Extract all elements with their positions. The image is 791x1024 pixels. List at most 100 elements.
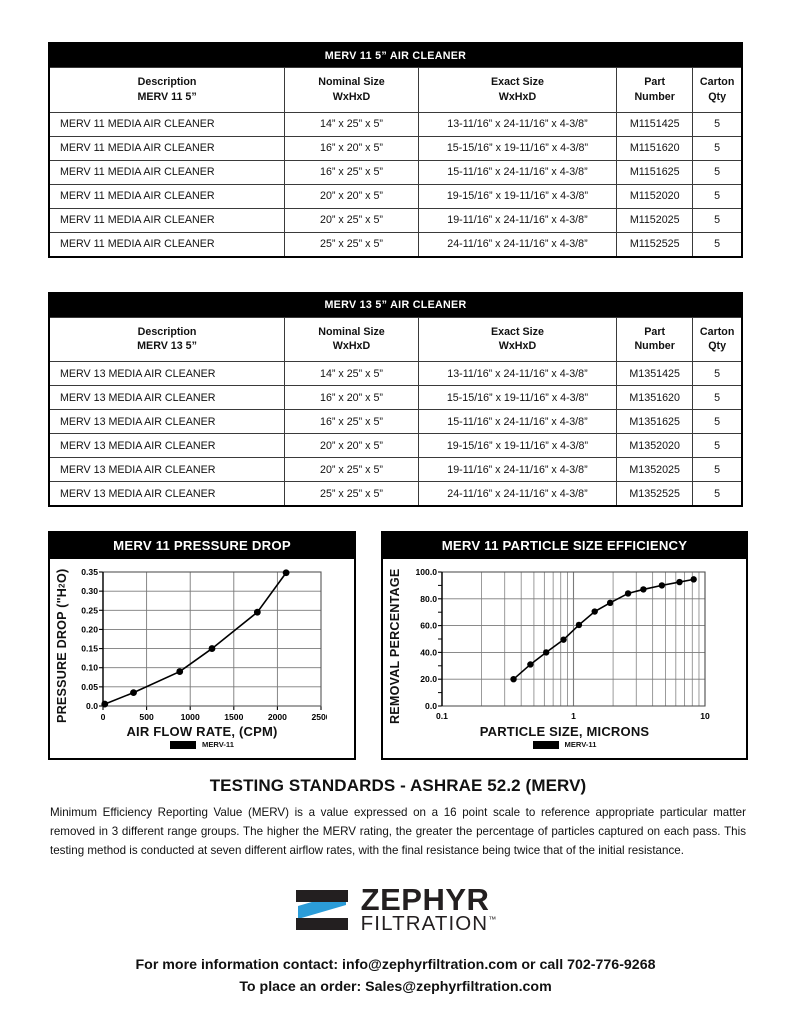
table-row: MERV 13 MEDIA AIR CLEANER 16” x 25” x 5” 1… (48, 409, 743, 435)
table-row: MERV 13 MEDIA AIR CLEANER 20” x 20” x 5” 1… (48, 433, 743, 459)
svg-text:10: 10 (700, 711, 710, 721)
cell-description: MERV 11 MEDIA AIR CLEANER (48, 231, 286, 258)
column-header-part-number: Part Number (616, 316, 694, 363)
header-line-2: MERV 13 5” (137, 340, 197, 353)
table-row: MERV 13 MEDIA AIR CLEANER 25” x 25” x 5” 2… (48, 481, 743, 507)
svg-text:40.0: 40.0 (420, 647, 437, 657)
cell-description: MERV 11 MEDIA AIR CLEANER (48, 159, 286, 185)
cell-part-number: M1152025 (616, 207, 694, 233)
cell-nominal-size: 25” x 25” x 5” (284, 231, 419, 258)
pressure-drop-legend: MERV-11 (55, 739, 349, 754)
header-line-1: Part (644, 76, 666, 88)
cell-part-number: M1151625 (616, 159, 694, 185)
particle-efficiency-x-axis-label: PARTICLE SIZE, MICRONS (479, 724, 650, 740)
cell-exact-size: 19-15/16” x 19-11/16” x 4-3/8” (417, 183, 618, 209)
cell-nominal-size: 25” x 25” x 5” (284, 481, 419, 507)
table-header-row: Description MERV 13 5” Nominal Size WxHx… (48, 316, 743, 363)
cell-nominal-size: 20” x 25” x 5” (284, 457, 419, 483)
cell-exact-size: 13-11/16” x 24-11/16” x 4-3/8” (417, 111, 618, 137)
table-row: MERV 11 MEDIA AIR CLEANER 14” x 25” x 5” 1… (48, 111, 743, 137)
legend-swatch-icon (170, 740, 197, 749)
cell-part-number: M1351425 (616, 361, 694, 387)
cell-carton-qty: 5 (692, 111, 743, 137)
cell-exact-size: 19-11/16” x 24-11/16” x 4-3/8” (417, 457, 618, 483)
column-header-nominal-size: Nominal Size WxHxD (284, 316, 419, 363)
table-row: MERV 11 MEDIA AIR CLEANER 20” x 25” x 5” 1… (48, 207, 743, 233)
svg-text:80.0: 80.0 (420, 594, 437, 604)
header-line-2: WxHxD (332, 340, 371, 353)
header-line-2: Qty (708, 90, 727, 103)
particle-efficiency-y-axis-label: REMOVAL PERCENTAGE (388, 568, 402, 724)
pressure-drop-x-axis-label: AIR FLOW RATE, (CPM) (126, 724, 278, 740)
column-header-description: Description MERV 11 5” (48, 67, 286, 113)
table-row: MERV 11 MEDIA AIR CLEANER 20” x 20” x 5” 1… (48, 183, 743, 209)
cell-carton-qty: 5 (692, 135, 743, 161)
svg-text:0.20: 0.20 (81, 624, 98, 634)
header-line-2: WxHxD (498, 340, 537, 353)
header-line-1: Part (644, 325, 666, 338)
pressure-drop-y-axis-label: PRESSURE DROP ("H 2 O) (55, 568, 69, 724)
cell-part-number: M1151620 (616, 135, 694, 161)
testing-standards-title: TESTING STANDARDS - ASHRAE 52.2 (MERV) (209, 776, 587, 796)
svg-text:0.0: 0.0 (425, 701, 437, 711)
cell-part-number: M1352525 (616, 481, 694, 507)
cell-carton-qty: 5 (692, 231, 743, 258)
cell-carton-qty: 5 (692, 159, 743, 185)
logo-primary-text: ZEPHYR (360, 882, 490, 918)
header-line-2: WxHxD (498, 90, 537, 103)
svg-text:0.15: 0.15 (81, 644, 98, 654)
testing-standards-body: Minimum Efficiency Reporting Value (MERV… (50, 806, 746, 857)
legend-swatch-icon (532, 740, 559, 749)
cell-exact-size: 19-15/16” x 19-11/16” x 4-3/8” (417, 433, 618, 459)
column-header-description: Description MERV 13 5” (48, 316, 286, 363)
cell-nominal-size: 14” x 25” x 5” (284, 361, 419, 387)
cell-part-number: M1151425 (616, 111, 694, 137)
header-line-1: Description (137, 76, 197, 88)
cell-description: MERV 11 MEDIA AIR CLEANER (48, 207, 286, 233)
pressure-drop-plot: 0.0 0.05 0.10 0.15 0.20 0.25 0.30 0.35 0 500 1000 1… (81, 567, 327, 722)
header-line-1: Description (137, 325, 197, 338)
cell-description: MERV 13 MEDIA AIR CLEANER (48, 433, 286, 459)
cell-part-number: M1152020 (616, 183, 694, 209)
cell-description: MERV 13 MEDIA AIR CLEANER (48, 409, 286, 435)
table-header-row: Description MERV 11 5” Nominal Size WxHx… (48, 67, 743, 113)
svg-text:0: 0 (101, 712, 106, 722)
cell-exact-size: 15-15/16” x 19-11/16” x 4-3/8” (417, 385, 618, 411)
contact-line-1: For more information contact: info@zephy… (135, 956, 656, 973)
table-row: MERV 13 MEDIA AIR CLEANER 16” x 20” x 5” 1… (48, 385, 743, 411)
svg-text:1: 1 (571, 711, 576, 721)
header-line-1: Carton (699, 325, 735, 338)
cell-exact-size: 24-11/16” x 24-11/16” x 4-3/8” (417, 481, 618, 507)
cell-nominal-size: 16” x 25” x 5” (284, 409, 419, 435)
legend-label: MERV-11 (202, 740, 234, 750)
cell-part-number: M1352020 (616, 433, 694, 459)
table-row: MERV 11 MEDIA AIR CLEANER 16” x 20” x 5” 1… (48, 135, 743, 161)
cell-description: MERV 13 MEDIA AIR CLEANER (48, 457, 286, 483)
cell-carton-qty: 5 (692, 361, 743, 387)
cell-carton-qty: 5 (692, 183, 743, 209)
column-header-part-number: Part Number (616, 67, 694, 113)
zephyr-z-mark-icon (295, 890, 348, 931)
svg-text:0.05: 0.05 (81, 682, 98, 692)
table-row: MERV 13 MEDIA AIR CLEANER 14” x 25” x 5” 1… (48, 361, 743, 387)
cell-exact-size: 13-11/16” x 24-11/16” x 4-3/8” (417, 361, 618, 387)
header-line-2: Qty (708, 340, 727, 353)
merv11-product-table: MERV 11 5” AIR CLEANER Description MERV … (48, 42, 743, 258)
header-line-2: MERV 11 5” (137, 90, 197, 103)
charts-section: MERV 11 PRESSURE DROP PRESSURE DROP ("H 2… (48, 531, 748, 761)
contact-line-2: To place an order: Sales@zephyrfiltratio… (239, 978, 552, 995)
merv13-product-table: MERV 13 5” AIR CLEANER Description MERV … (48, 291, 743, 508)
svg-text:0.0: 0.0 (86, 701, 98, 711)
header-line-1: Exact Size (491, 76, 544, 88)
header-line-2: WxHxD (332, 90, 371, 103)
svg-text:1000: 1000 (181, 712, 200, 722)
svg-text:500: 500 (139, 712, 154, 722)
cell-description: MERV 11 MEDIA AIR CLEANER (48, 135, 286, 161)
particle-efficiency-panel: MERV 11 PARTICLE SIZE EFFICIENCY REMOVAL… (381, 531, 748, 761)
cell-nominal-size: 20” x 20” x 5” (284, 183, 419, 209)
column-header-carton-qty: Carton Qty (692, 316, 743, 363)
cell-part-number: M1152525 (616, 231, 694, 258)
header-line-1: Exact Size (491, 325, 544, 338)
merv11-table-body: MERV 11 MEDIA AIR CLEANER 14” x 25” x 5” 1… (48, 111, 743, 258)
